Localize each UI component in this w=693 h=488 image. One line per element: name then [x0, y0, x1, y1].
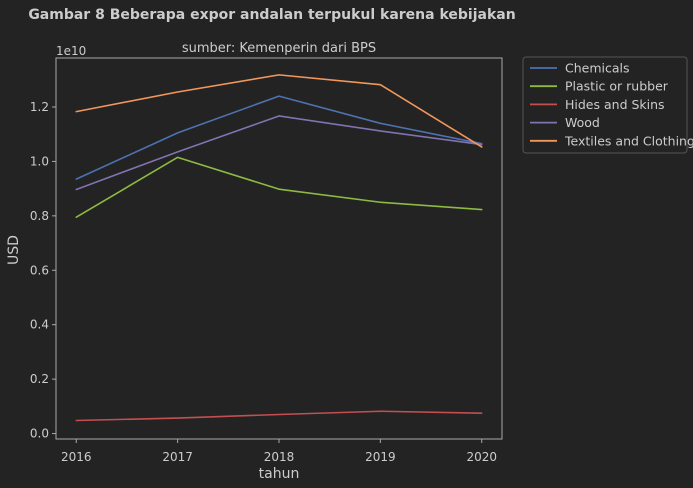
legend-label-wood: Wood — [565, 115, 600, 130]
y-tick-label: 0.6 — [30, 263, 49, 277]
y-axis: 0.0 0.2 0.4 0.6 0.8 1.0 1.2 — [30, 100, 56, 441]
series-lines — [75, 74, 483, 422]
x-axis: 2016 2017 2018 2019 2020 — [61, 439, 497, 464]
x-tick-label: 2018 — [264, 450, 295, 464]
legend: Chemicals Plastic or rubber Hides and Skin… — [522, 56, 693, 154]
series-line-textiles-and-clothing — [75, 74, 483, 148]
x-tick-label: 2019 — [365, 450, 396, 464]
x-tick-label: 2016 — [61, 450, 92, 464]
x-tick-label: 2017 — [162, 450, 193, 464]
y-axis-label: USD — [6, 235, 22, 265]
y-tick-label: 0.4 — [30, 318, 49, 332]
chart-suptitle: Gambar 8 Beberapa expor andalan terpukul… — [28, 7, 515, 23]
series-line-wood — [75, 115, 483, 191]
chart-title: sumber: Kemenperin dari BPS — [182, 41, 376, 56]
y-tick-label: 0.2 — [30, 372, 49, 386]
legend-label-textiles-and-clothing: Textiles and Clothing — [564, 133, 693, 148]
legend-label-plastic-or-rubber: Plastic or rubber — [565, 79, 669, 94]
y-tick-label: 0.8 — [30, 209, 49, 223]
y-tick-label: 0.0 — [30, 427, 49, 441]
series-line-hides-and-skins — [75, 410, 483, 422]
y-tick-label: 1.0 — [30, 154, 49, 168]
legend-frame — [522, 56, 688, 154]
series-line-plastic-or-rubber — [75, 156, 483, 218]
legend-label-hides-and-skins: Hides and Skins — [565, 97, 665, 112]
x-tick-label: 2020 — [466, 450, 497, 464]
x-axis-label: tahun — [259, 466, 300, 482]
y-tick-label: 1.2 — [30, 100, 49, 114]
y-offset-text: 1e10 — [56, 44, 86, 58]
legend-label-chemicals: Chemicals — [565, 61, 630, 76]
series-line-chemicals — [75, 95, 483, 180]
